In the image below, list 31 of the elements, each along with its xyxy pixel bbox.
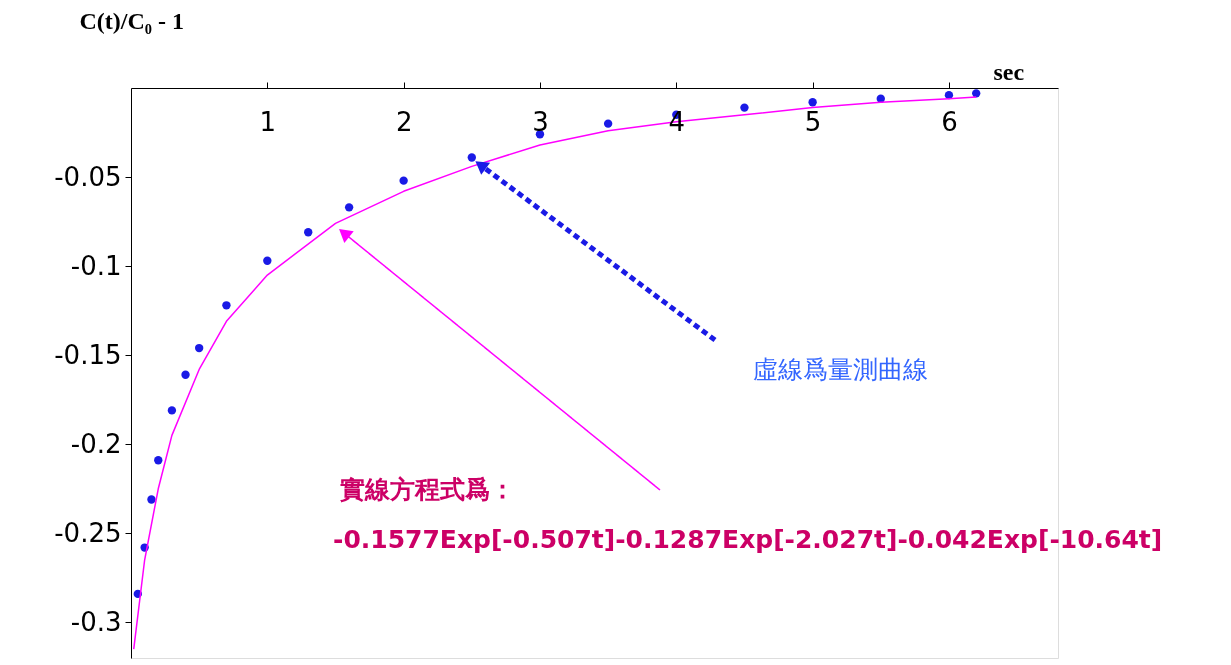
annotation: -0.1577Exp[-0.507t]-0.1287Exp[-2.027t]-0.042Exp[-10.64t]: [333, 525, 1163, 554]
y-tick-label: -0.3: [70, 606, 122, 637]
y-tick-label: -0.1: [70, 250, 122, 281]
x-tick-label: 5: [804, 106, 822, 137]
y-tick-label: -0.15: [54, 339, 122, 370]
x-tick-label: 6: [941, 106, 958, 137]
x-tick-label: 3: [532, 106, 549, 137]
annotation: 虛線爲量測曲線: [753, 355, 928, 384]
y-axis-title: C(t)/C₀ - 1: [79, 7, 184, 34]
x-tick-label: 2: [395, 106, 413, 137]
point: [154, 456, 163, 465]
point: [344, 203, 354, 212]
point: [181, 370, 190, 379]
point: [167, 406, 177, 415]
point: [222, 301, 231, 310]
x-axis-title: sec: [993, 58, 1025, 85]
point: [808, 98, 817, 107]
point: [467, 153, 476, 162]
point: [147, 495, 156, 504]
point: [263, 256, 272, 265]
y-tick-label: -0.25: [54, 517, 122, 548]
point: [740, 103, 749, 112]
point: [603, 119, 613, 128]
y-tick-label: -0.05: [54, 161, 122, 192]
y-tick-label: -0.2: [70, 428, 122, 459]
point: [972, 89, 981, 98]
x-tick-label: 1: [259, 106, 277, 137]
point: [194, 343, 204, 353]
point: [304, 228, 313, 237]
annotation: 實線方程式爲：: [340, 475, 515, 504]
point: [399, 176, 408, 185]
